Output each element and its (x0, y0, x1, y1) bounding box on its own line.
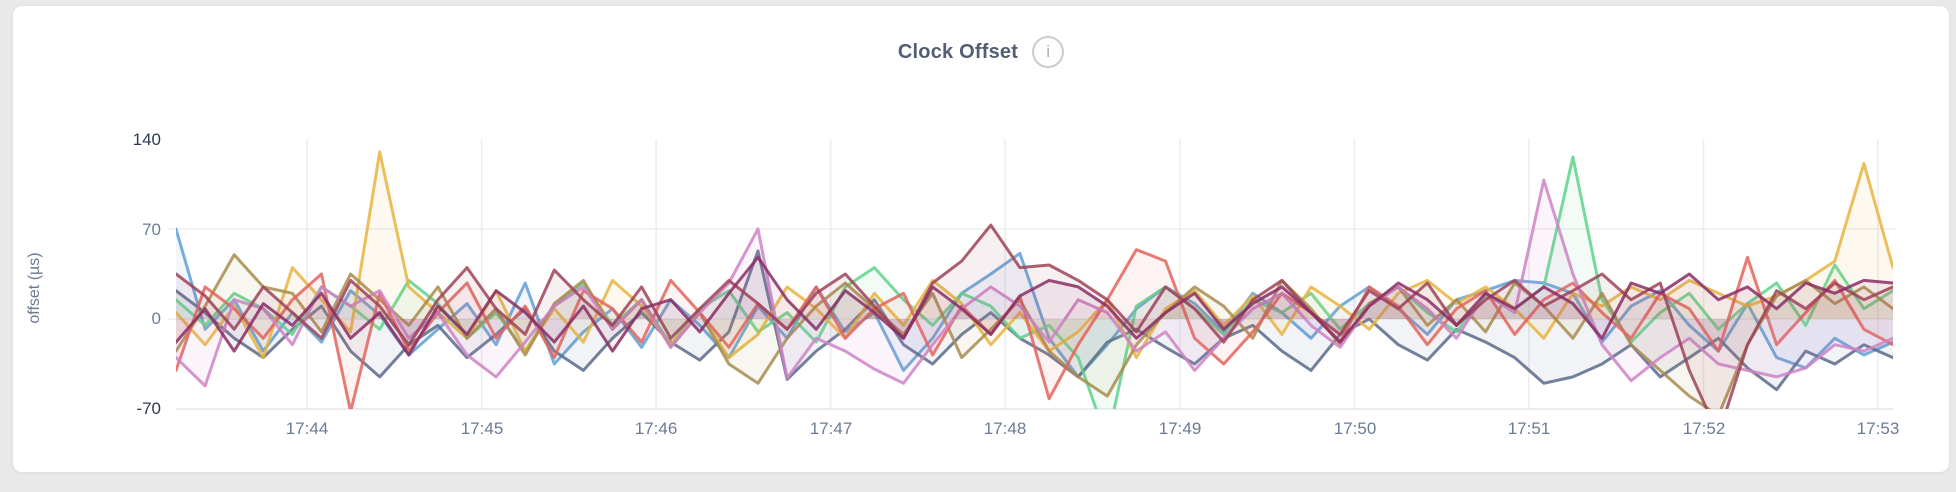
info-icon[interactable]: i (1032, 36, 1065, 68)
chart-series-1 (176, 227, 1893, 379)
y-tick-0: 0 (151, 309, 161, 328)
series-plot (176, 150, 1893, 409)
chart-title: Clock Offset (897, 40, 1019, 63)
x-tick-1750: 17:50 (1333, 419, 1377, 438)
x-tick-1753: 17:53 (1856, 419, 1900, 438)
clock-offset-card: Clock Offset i offset (µs) 140 70 0 -70 … (12, 5, 1950, 473)
y-tick-minus70: -70 (136, 399, 161, 418)
chart-series-6 (176, 248, 1893, 409)
x-tick-1745: 17:45 (460, 419, 504, 438)
chart-header: Clock Offset i (13, 34, 1949, 70)
y-tick-70: 70 (142, 220, 161, 239)
y-tick-140: 140 (132, 130, 161, 149)
chart-series-7 (176, 178, 1893, 388)
x-tick-1747: 17:47 (809, 419, 853, 438)
clock-offset-chart[interactable] (13, 6, 1956, 492)
x-tick-1752: 17:52 (1682, 419, 1726, 438)
y-axis-title: offset (µs) (26, 252, 43, 324)
x-tick-1751: 17:51 (1507, 419, 1551, 438)
x-tick-1746: 17:46 (634, 419, 678, 438)
info-icon-glyph: i (1046, 42, 1050, 61)
chart-series-8 (176, 223, 1893, 409)
x-tick-1744: 17:44 (285, 419, 329, 438)
x-tick-1748: 17:48 (983, 419, 1027, 438)
x-tick-1749: 17:49 (1158, 419, 1202, 438)
chart-series-9 (176, 255, 1893, 357)
